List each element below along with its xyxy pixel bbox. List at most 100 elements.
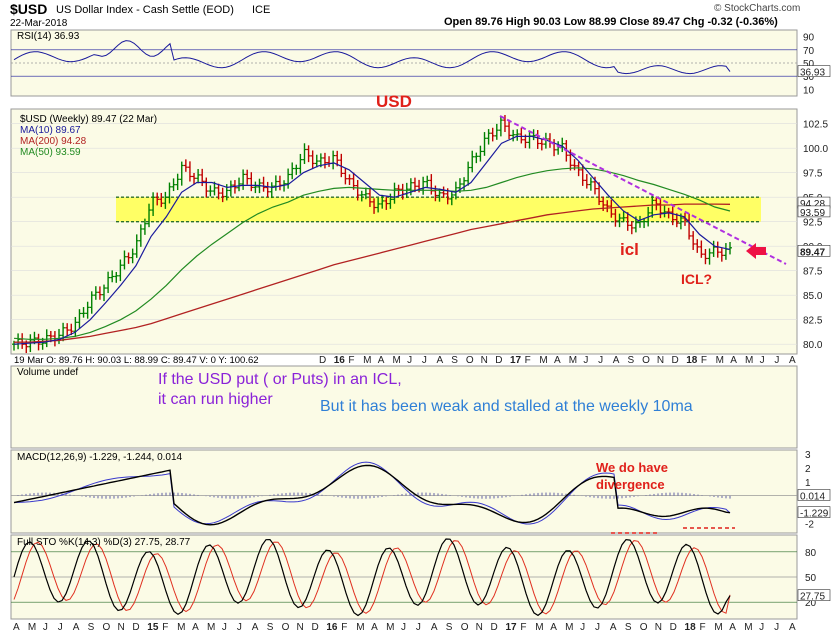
bottom-x-label: O <box>282 622 290 633</box>
ohlc-bar <box>44 329 49 348</box>
ohlc-bar <box>343 168 348 185</box>
bottom-x-label: 15 <box>147 622 159 633</box>
ohlc-bar <box>273 175 278 191</box>
bottom-x-label: M <box>386 622 394 633</box>
bottom-x-label: A <box>13 622 20 633</box>
ohlc-bar <box>482 132 487 156</box>
bottom-x-label: J <box>43 622 48 633</box>
bottom-x-label: A <box>431 622 438 633</box>
price-x-label: M <box>569 355 577 366</box>
ohlc-bar <box>147 203 152 228</box>
price-badge-box <box>797 205 831 218</box>
bottom-x-label: F <box>520 622 526 633</box>
ohlc-bar <box>196 168 201 184</box>
ohlc-bar <box>200 168 205 187</box>
price-tick-label: 85.0 <box>803 291 823 302</box>
legend-ma10: MA(10) 89.67 <box>20 125 81 136</box>
price-x-label: F <box>701 355 707 366</box>
ohlc-bar <box>449 190 454 206</box>
ohlc-bar <box>118 259 123 282</box>
ohlc-bar <box>515 129 520 141</box>
macd-tick-label: 3 <box>805 450 811 461</box>
price-x-label: M <box>539 355 547 366</box>
ohlc-bar <box>711 240 716 257</box>
bottom-x-label: A <box>550 622 557 633</box>
price-tick-label: 102.5 <box>803 120 828 131</box>
ohlc-bar <box>507 119 512 139</box>
ohlc-bar <box>97 286 102 300</box>
price-tick-label: 80.0 <box>803 340 823 351</box>
price-x-label: M <box>392 355 400 366</box>
ohlc-bar <box>576 161 581 177</box>
bottom-x-label: S <box>446 622 453 633</box>
ohlc-bar <box>114 271 119 283</box>
macd-tick-label: -2 <box>805 519 814 530</box>
macd-signal-line <box>13 461 731 525</box>
ohlc-bar <box>212 181 217 196</box>
exchange: ICE <box>252 4 271 16</box>
ohlc-bar <box>376 197 381 213</box>
ohlc-bar <box>151 192 156 216</box>
bottom-x-label: M <box>28 622 36 633</box>
ohlc-bar <box>466 161 471 186</box>
ohlc-bar <box>654 196 659 211</box>
ohlc-bar <box>658 198 663 219</box>
legend-ma200: MA(200) 94.28 <box>20 136 87 147</box>
rsi-lines <box>11 40 797 77</box>
ohlc-bar <box>588 177 593 191</box>
macd-badge: -1.229 <box>800 509 829 520</box>
bottom-x-label: S <box>88 622 95 633</box>
ohlc-bar <box>498 115 503 137</box>
ohlc-bar <box>77 309 82 329</box>
ohlc-bar <box>122 250 127 270</box>
ma200-line <box>14 203 731 343</box>
price-x-label: F <box>348 355 354 366</box>
bottom-x-label: O <box>103 622 111 633</box>
bottom-x-label: O <box>640 622 648 633</box>
ohlc-bar <box>65 323 70 337</box>
price-x-label: J <box>760 355 765 366</box>
ohlc-bar <box>494 123 499 140</box>
ohlc-bar <box>670 206 675 226</box>
ohlc-bar <box>347 174 352 185</box>
price-x-label: M <box>716 355 724 366</box>
ohlc-bar <box>695 239 700 253</box>
price-tick-label: 82.5 <box>803 316 823 327</box>
bottom-x-label: M <box>207 622 215 633</box>
rsi-badge-box <box>797 65 831 77</box>
ohlc-bar <box>367 187 372 207</box>
rsi-tick-label: 70 <box>803 46 815 57</box>
price-x-label: J <box>407 355 412 366</box>
bottom-x-label: N <box>655 622 662 633</box>
ohlc-bar <box>89 291 94 314</box>
bottom-x-label: M <box>714 622 722 633</box>
price-x-label: 16 <box>334 355 346 366</box>
symbol: $USD <box>10 1 48 17</box>
ohlc-bar <box>237 177 242 192</box>
sto-tick-label: 50 <box>805 573 817 584</box>
ohlc-bar <box>155 192 160 206</box>
bottom-x-label: F <box>162 622 168 633</box>
price-x-label: J <box>583 355 588 366</box>
ohlc-bar <box>171 178 176 192</box>
bottom-x-label: 18 <box>685 622 697 633</box>
annotation-icl-question: ICL? <box>681 271 713 287</box>
bottom-x-label: J <box>416 622 421 633</box>
ohlc-bar <box>204 177 209 198</box>
ohlc-bar <box>384 197 389 210</box>
ohlc-bar <box>241 169 246 190</box>
ohlc-bar <box>613 208 618 227</box>
price-x-label: N <box>657 355 664 366</box>
price-x-label: 18 <box>686 355 698 366</box>
ohlc-bar <box>478 145 483 162</box>
sto-tick-label: 80 <box>805 548 817 559</box>
bottom-x-label: A <box>729 622 736 633</box>
sto-label: Full STO %K(14,3) %D(3) 27.75, 28.77 <box>17 537 191 548</box>
bottom-x-label: M <box>535 622 543 633</box>
ohlc-bar <box>519 127 524 144</box>
bottom-x-label: M <box>177 622 185 633</box>
sto-badge-box <box>797 589 831 601</box>
rsi-label: RSI(14) 36.93 <box>17 31 80 42</box>
bottom-x-label: M <box>744 622 752 633</box>
ohlc-bar <box>707 248 712 265</box>
